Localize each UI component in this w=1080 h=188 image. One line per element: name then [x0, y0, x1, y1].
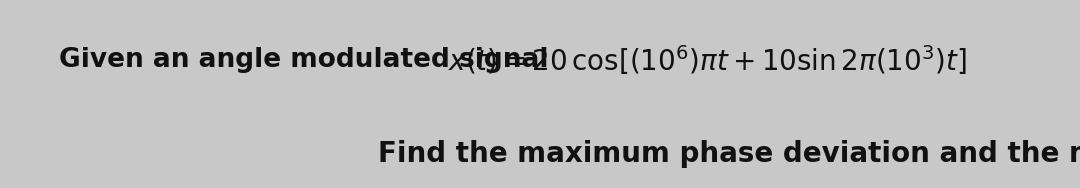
Text: Given an angle modulated signal: Given an angle modulated signal [59, 47, 549, 73]
Text: $x(t) = 20\,\cos[(10^6)\pi t + 10\sin 2\pi(10^3)t]$: $x(t) = 20\,\cos[(10^6)\pi t + 10\sin 2\… [448, 43, 967, 77]
Text: Find the maximum phase deviation and the maximum frequency deviation.: Find the maximum phase deviation and the… [378, 140, 1080, 168]
